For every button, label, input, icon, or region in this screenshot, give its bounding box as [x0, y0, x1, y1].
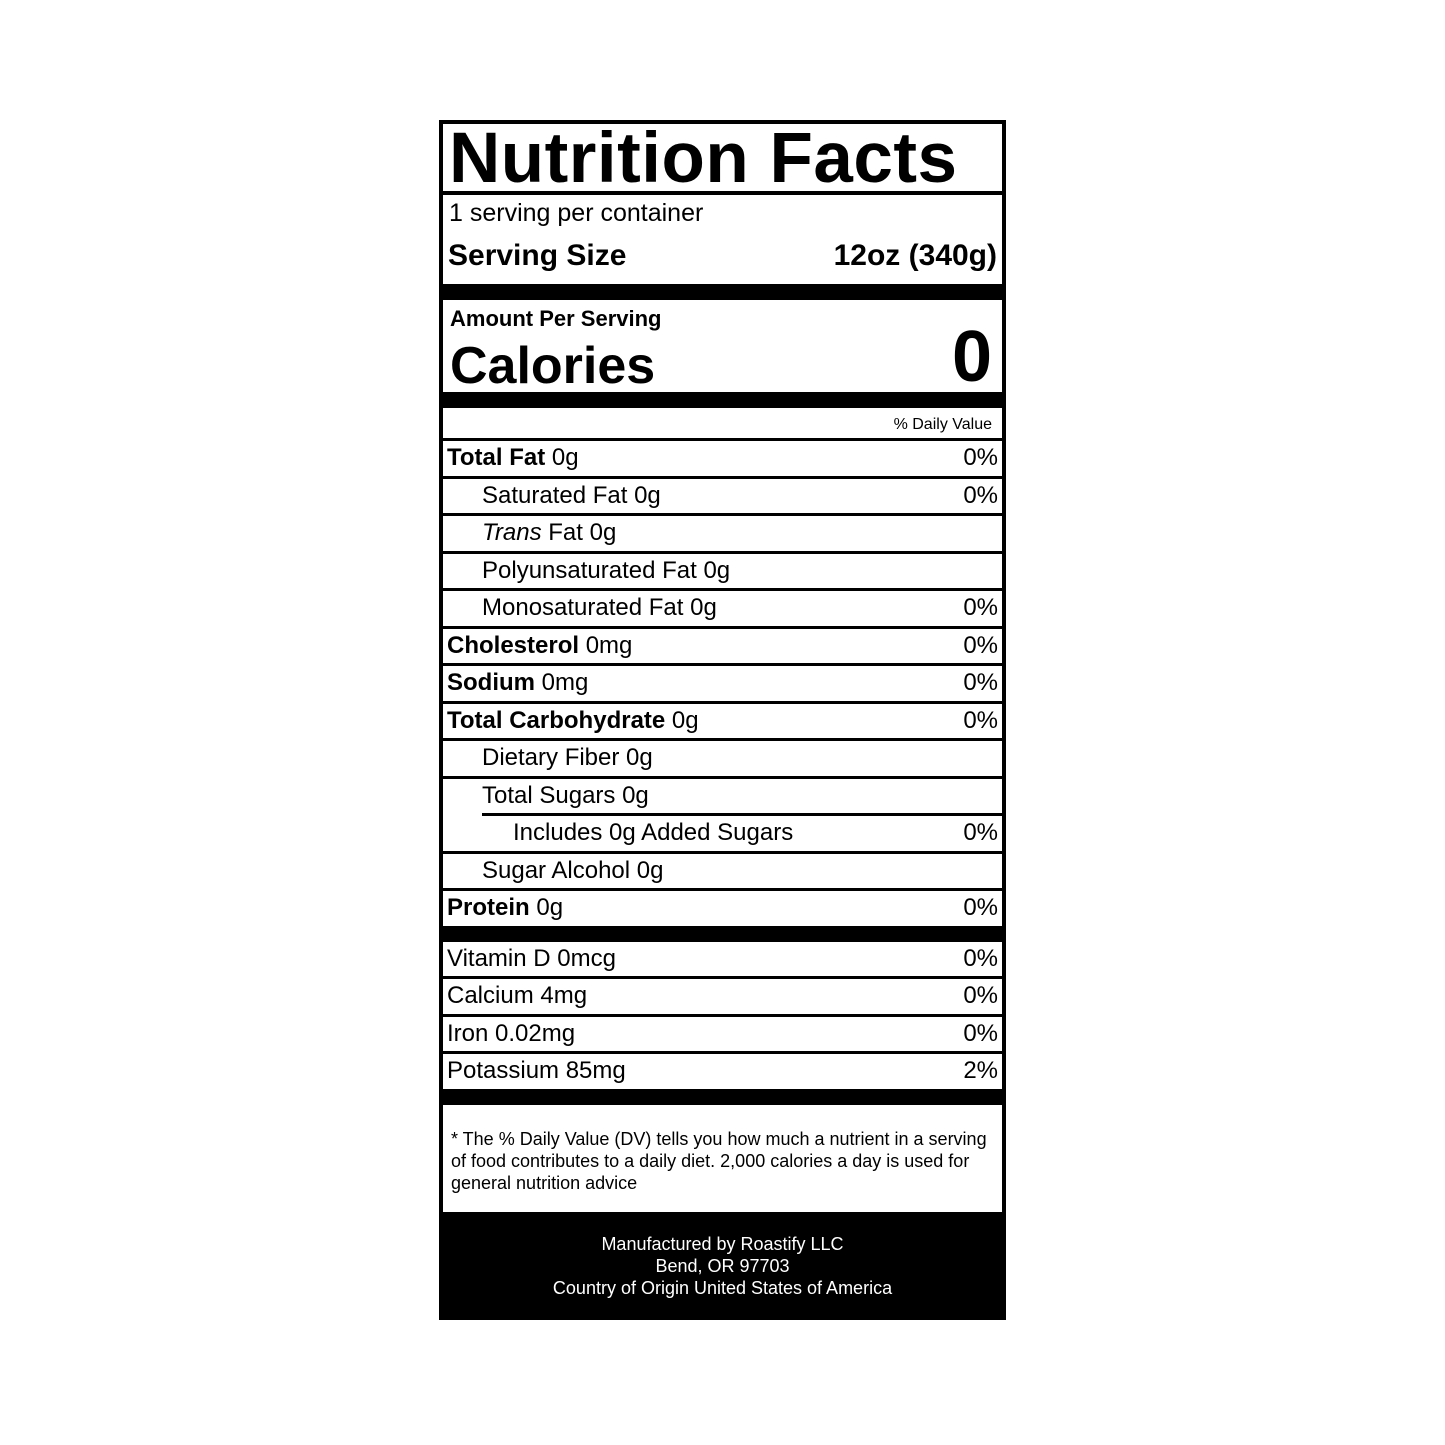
manufacturer-info: Manufactured by Roastify LLC Bend, OR 97…	[443, 1211, 1002, 1316]
vitamin-row-vitamin-d: Vitamin D 0mcg 0%	[443, 942, 1002, 979]
vitamin-name: Calcium 4mg	[447, 982, 588, 1010]
thick-divider	[443, 284, 1002, 300]
thick-divider	[443, 392, 1002, 408]
nutrient-dv: 0%	[963, 481, 998, 509]
nutrient-dv: 0%	[963, 631, 998, 659]
daily-value-header: % Daily Value	[443, 408, 1002, 441]
nutrient-name: Sugar Alcohol 0g	[482, 856, 664, 884]
nutrient-row-sugar-alcohol: Sugar Alcohol 0g	[443, 854, 1002, 891]
nutrient-name: Sodium	[447, 669, 535, 697]
thick-divider	[443, 1088, 1002, 1105]
country-of-origin: Country of Origin United States of Ameri…	[552, 1277, 893, 1298]
nutrient-amount: 0g	[671, 706, 699, 734]
nutrient-row-added-sugars: Includes 0g Added Sugars 0%	[443, 816, 1002, 854]
servings-per-container: 1 serving per container	[449, 199, 704, 227]
nutrient-amount: 0mg	[541, 669, 589, 697]
nutrient-row-saturated-fat: Saturated Fat 0g 0%	[443, 479, 1002, 516]
vitamin-row-calcium: Calcium 4mg 0%	[443, 979, 1002, 1017]
nutrient-dv: 0%	[963, 669, 998, 697]
amount-per-serving: Amount Per Serving	[450, 306, 662, 331]
nutrient-name: Monosaturated Fat 0g	[482, 594, 717, 622]
nutrient-row-total-carbohydrate: Total Carbohydrate 0g 0%	[443, 704, 1002, 741]
nutrient-dv: 0%	[963, 594, 998, 622]
nutrient-dv: 0%	[963, 894, 998, 922]
vitamin-row-potassium: Potassium 85mg 2%	[443, 1054, 1002, 1089]
nutrient-row-total-sugars: Total Sugars 0g	[443, 779, 1002, 814]
nutrient-name: Includes 0g Added Sugars	[513, 819, 794, 847]
nutrient-amount: 0g	[551, 444, 579, 472]
calories-label: Calories	[450, 337, 656, 395]
serving-size-label: Serving Size	[448, 239, 627, 272]
nutrient-row-protein: Protein 0g 0%	[443, 891, 1002, 926]
nutrient-name: Fat 0g	[541, 519, 617, 547]
nutrient-amount: 0g	[536, 894, 564, 922]
nutrient-name: Saturated Fat 0g	[482, 481, 661, 509]
nutrient-name: Cholesterol	[447, 631, 580, 659]
nutrient-row-polyunsaturated-fat: Polyunsaturated Fat 0g	[443, 554, 1002, 591]
nutrient-row-sodium: Sodium 0mg 0%	[443, 666, 1002, 704]
nutrient-name-italic: Trans	[482, 519, 542, 547]
nutrient-name: Protein	[447, 894, 530, 922]
serving-size-value: 12oz (340g)	[833, 239, 997, 272]
serving-size: Serving Size 12oz (340g)	[448, 239, 997, 273]
nutrient-dv: 0%	[963, 706, 998, 734]
daily-value-footnote: * The % Daily Value (DV) tells you how m…	[451, 1128, 987, 1193]
manufacturer-address: Bend, OR 97703	[655, 1255, 790, 1276]
vitamin-name: Potassium 85mg	[447, 1057, 626, 1085]
label-title: Nutrition Facts	[443, 124, 1002, 195]
serving-info: 1 serving per container Serving Size 12o…	[443, 195, 1002, 284]
nutrient-row-cholesterol: Cholesterol 0mg 0%	[443, 629, 1002, 666]
calories-section: Amount Per Serving Calories 0	[443, 300, 1002, 397]
nutrient-name: Polyunsaturated Fat 0g	[482, 556, 731, 584]
nutrient-name: Dietary Fiber 0g	[482, 744, 653, 772]
nutrient-amount: 0mg	[585, 631, 633, 659]
calories-value: 0	[951, 317, 992, 397]
vitamin-dv: 0%	[963, 982, 998, 1010]
nutrient-name: Total Carbohydrate	[447, 706, 666, 734]
vitamin-row-iron: Iron 0.02mg 0%	[443, 1017, 1002, 1054]
vitamin-dv: 0%	[963, 944, 998, 972]
vitamin-dv: 0%	[963, 1019, 998, 1047]
sugars-divider	[482, 813, 1002, 816]
vitamin-name: Iron 0.02mg	[447, 1019, 576, 1047]
nutrition-facts-label: Nutrition Facts 1 serving per container …	[439, 120, 1006, 1320]
nutrient-row-dietary-fiber: Dietary Fiber 0g	[443, 741, 1002, 779]
nutrient-row-trans-fat: Trans Fat 0g	[443, 516, 1002, 554]
manufacturer-name: Manufactured by Roastify LLC	[601, 1233, 844, 1254]
nutrient-dv: 0%	[963, 819, 998, 847]
thick-divider	[443, 925, 1002, 942]
nutrient-name: Total Fat	[447, 444, 546, 472]
vitamin-name: Vitamin D 0mcg	[447, 944, 616, 972]
nutrient-dv: 0%	[963, 444, 998, 472]
nutrient-row-total-fat: Total Fat 0g 0%	[443, 441, 1002, 479]
nutrient-name: Total Sugars 0g	[482, 781, 649, 809]
nutrient-row-monosaturated-fat: Monosaturated Fat 0g 0%	[443, 591, 1002, 629]
vitamin-dv: 2%	[963, 1057, 998, 1085]
